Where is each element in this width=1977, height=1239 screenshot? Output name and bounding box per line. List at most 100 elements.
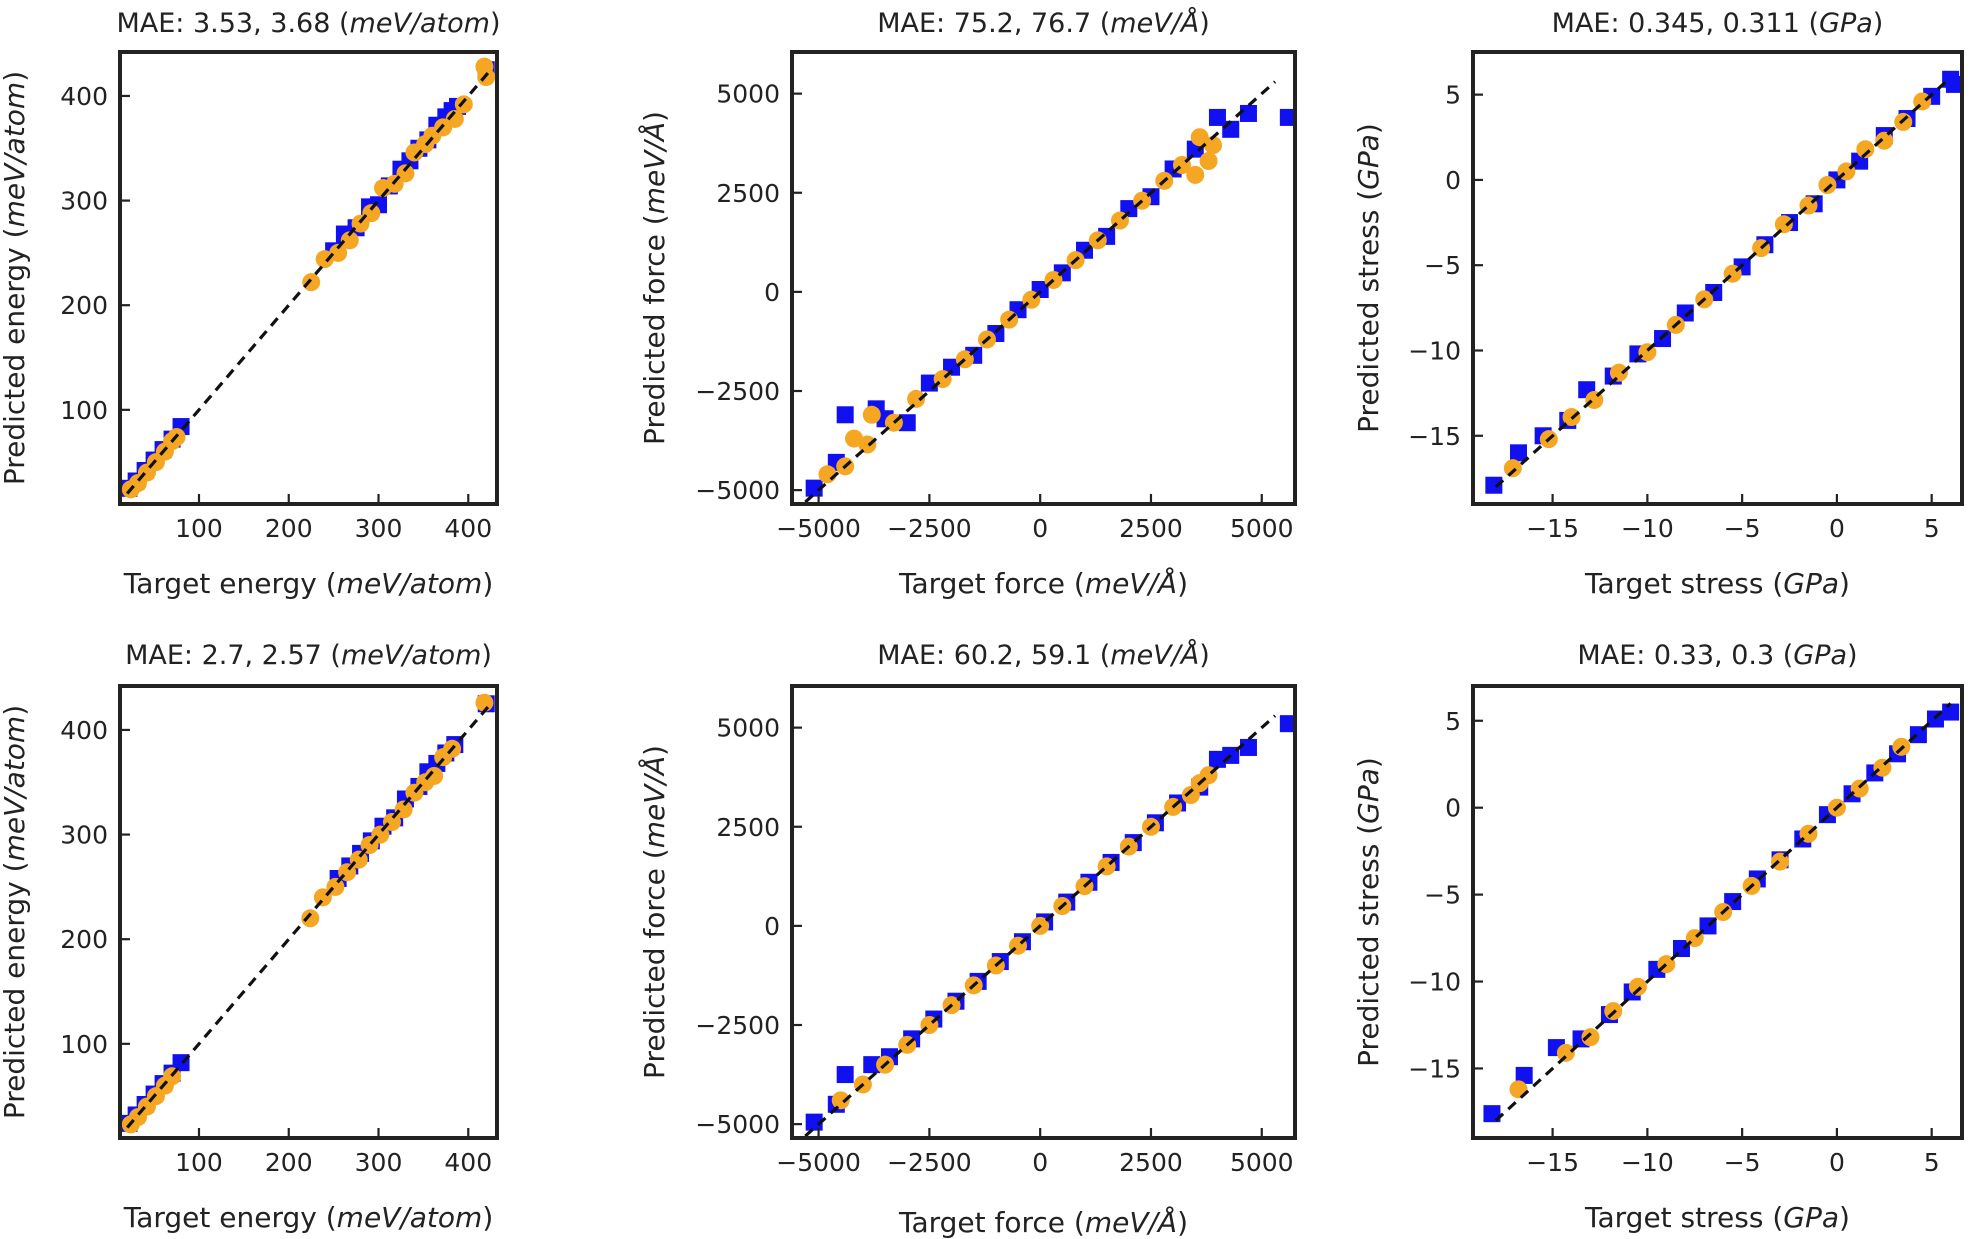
x-axis-label: Target energy (meV/atom) [123,1201,494,1234]
y-tick-label: −5 [1424,251,1461,280]
y-axis-label: Predicted stress (GPa) [1352,123,1385,433]
x-tick-label: 5000 [1230,514,1294,543]
data-point-square [1483,1105,1501,1123]
plot-frame [790,684,1297,1140]
parity-line [804,714,1277,1138]
y-tick-label: 300 [60,187,108,216]
data-point-square [1239,738,1257,756]
data-point-square [898,414,916,432]
parity-line [125,702,492,1129]
x-tick-label: 5 [1924,514,1940,543]
parity-line [125,68,492,495]
data-point-circle [475,693,494,712]
y-tick-label: 5 [1445,707,1461,736]
data-point-circle [831,1091,850,1110]
data-point-circle [1204,136,1223,155]
y-tick-label: −15 [1408,422,1461,451]
plot-frame [790,50,1297,506]
panel-force-top: MAE: 75.2, 76.7 (meV/Å) −5000 −2500 0 2500 5… [637,7,1297,600]
data-point-circle [315,250,334,269]
parity-line [804,80,1277,504]
plot-frame [1471,50,1964,506]
data-point-circle [396,164,415,183]
data-point-circle [1856,140,1875,159]
x-tick-label: −5 [1724,1148,1761,1177]
data-point-square [836,1066,854,1084]
data-point-square [1279,715,1297,733]
panel-title: MAE: 0.33, 0.3 (GPa) [1577,640,1857,671]
x-tick-label: 2500 [1119,514,1183,543]
y-tick-label: 0 [764,912,780,941]
panel-title: MAE: 60.2, 59.1 (meV/Å) [877,639,1210,671]
data-point-circle [1818,176,1837,195]
data-point-circle [1774,215,1793,234]
y-tick-label: 2500 [716,179,780,208]
data-point-square [1279,108,1297,126]
x-tick-label: −5000 [776,1148,861,1177]
data-point-square [1239,104,1257,122]
y-tick-label: 100 [60,1030,108,1059]
plot-frame [1471,684,1964,1140]
x-tick-label: 0 [1032,1148,1048,1177]
data-point-square [1208,750,1226,768]
data-point-circle [362,204,381,223]
parity-line [1494,702,1952,1122]
data-point-square [1676,304,1694,322]
panel-force-bottom: MAE: 60.2, 59.1 (meV/Å) −5000 −2500 0 2500 5… [637,639,1297,1239]
data-point-circle [1609,363,1628,382]
y-tick-label: 300 [60,821,108,850]
x-axis-label: Target force (meV/Å) [898,1205,1188,1239]
y-tick-label: 0 [1445,794,1461,823]
data-point-circle [1190,128,1209,147]
data-point-circle [425,766,444,785]
data-point-circle [1199,152,1218,171]
data-point-square [1945,75,1963,93]
y-axis-label: Predicted energy (meV/atom) [0,705,31,1119]
x-tick-label: 100 [175,514,223,543]
data-point-circle [907,389,926,408]
data-point-circle [1628,977,1647,996]
y-tick-label: −2500 [695,1011,780,1040]
y-tick-label: 100 [60,396,108,425]
x-tick-label: 100 [175,1148,223,1177]
x-tick-label: 2500 [1119,1148,1183,1177]
y-tick-label: −2500 [695,377,780,406]
data-point-square [805,479,823,497]
data-point-circle [454,95,473,114]
x-axis-label: Target energy (meV/atom) [123,567,494,600]
x-tick-label: −10 [1621,1148,1674,1177]
y-tick-label: 0 [1445,166,1461,195]
data-point-circle [394,800,413,819]
data-point-square [1208,108,1226,126]
y-axis-label: Predicted force (meV/Å) [637,111,671,445]
y-tick-label: −10 [1408,968,1461,997]
x-tick-label: −15 [1526,514,1579,543]
y-axis-label: Predicted energy (meV/atom) [0,71,31,485]
panel-title: MAE: 3.53, 3.68 (meV/atom) [116,8,500,39]
y-tick-label: 5000 [716,80,780,109]
data-point-circle [340,231,359,250]
panel-energy-top: MAE: 3.53, 3.68 (meV/atom) 100 200 300 400 1… [0,8,501,600]
x-axis-label: Target stress (GPa) [1584,1201,1850,1234]
data-point-circle [1503,459,1522,478]
y-tick-label: 400 [60,82,108,111]
data-point-circle [301,909,320,928]
panel-energy-bottom: MAE: 2.7, 2.57 (meV/atom) 100 200 300 400 10… [0,640,499,1234]
y-tick-label: −5000 [695,1110,780,1139]
x-tick-label: −15 [1526,1148,1579,1177]
x-tick-label: 400 [444,514,492,543]
y-tick-label: 5 [1445,81,1461,110]
data-point-circle [862,405,881,424]
x-tick-label: −2500 [887,1148,972,1177]
x-tick-label: 5 [1924,1148,1940,1177]
x-tick-label: 300 [355,1148,403,1177]
x-tick-label: 5000 [1230,1148,1294,1177]
y-tick-label: −5000 [695,476,780,505]
data-point-square [1942,703,1960,721]
x-tick-label: 400 [444,1148,492,1177]
x-tick-label: 200 [265,514,313,543]
y-tick-label: 200 [60,925,108,954]
data-point-circle [1186,165,1205,184]
y-tick-label: 5000 [716,714,780,743]
